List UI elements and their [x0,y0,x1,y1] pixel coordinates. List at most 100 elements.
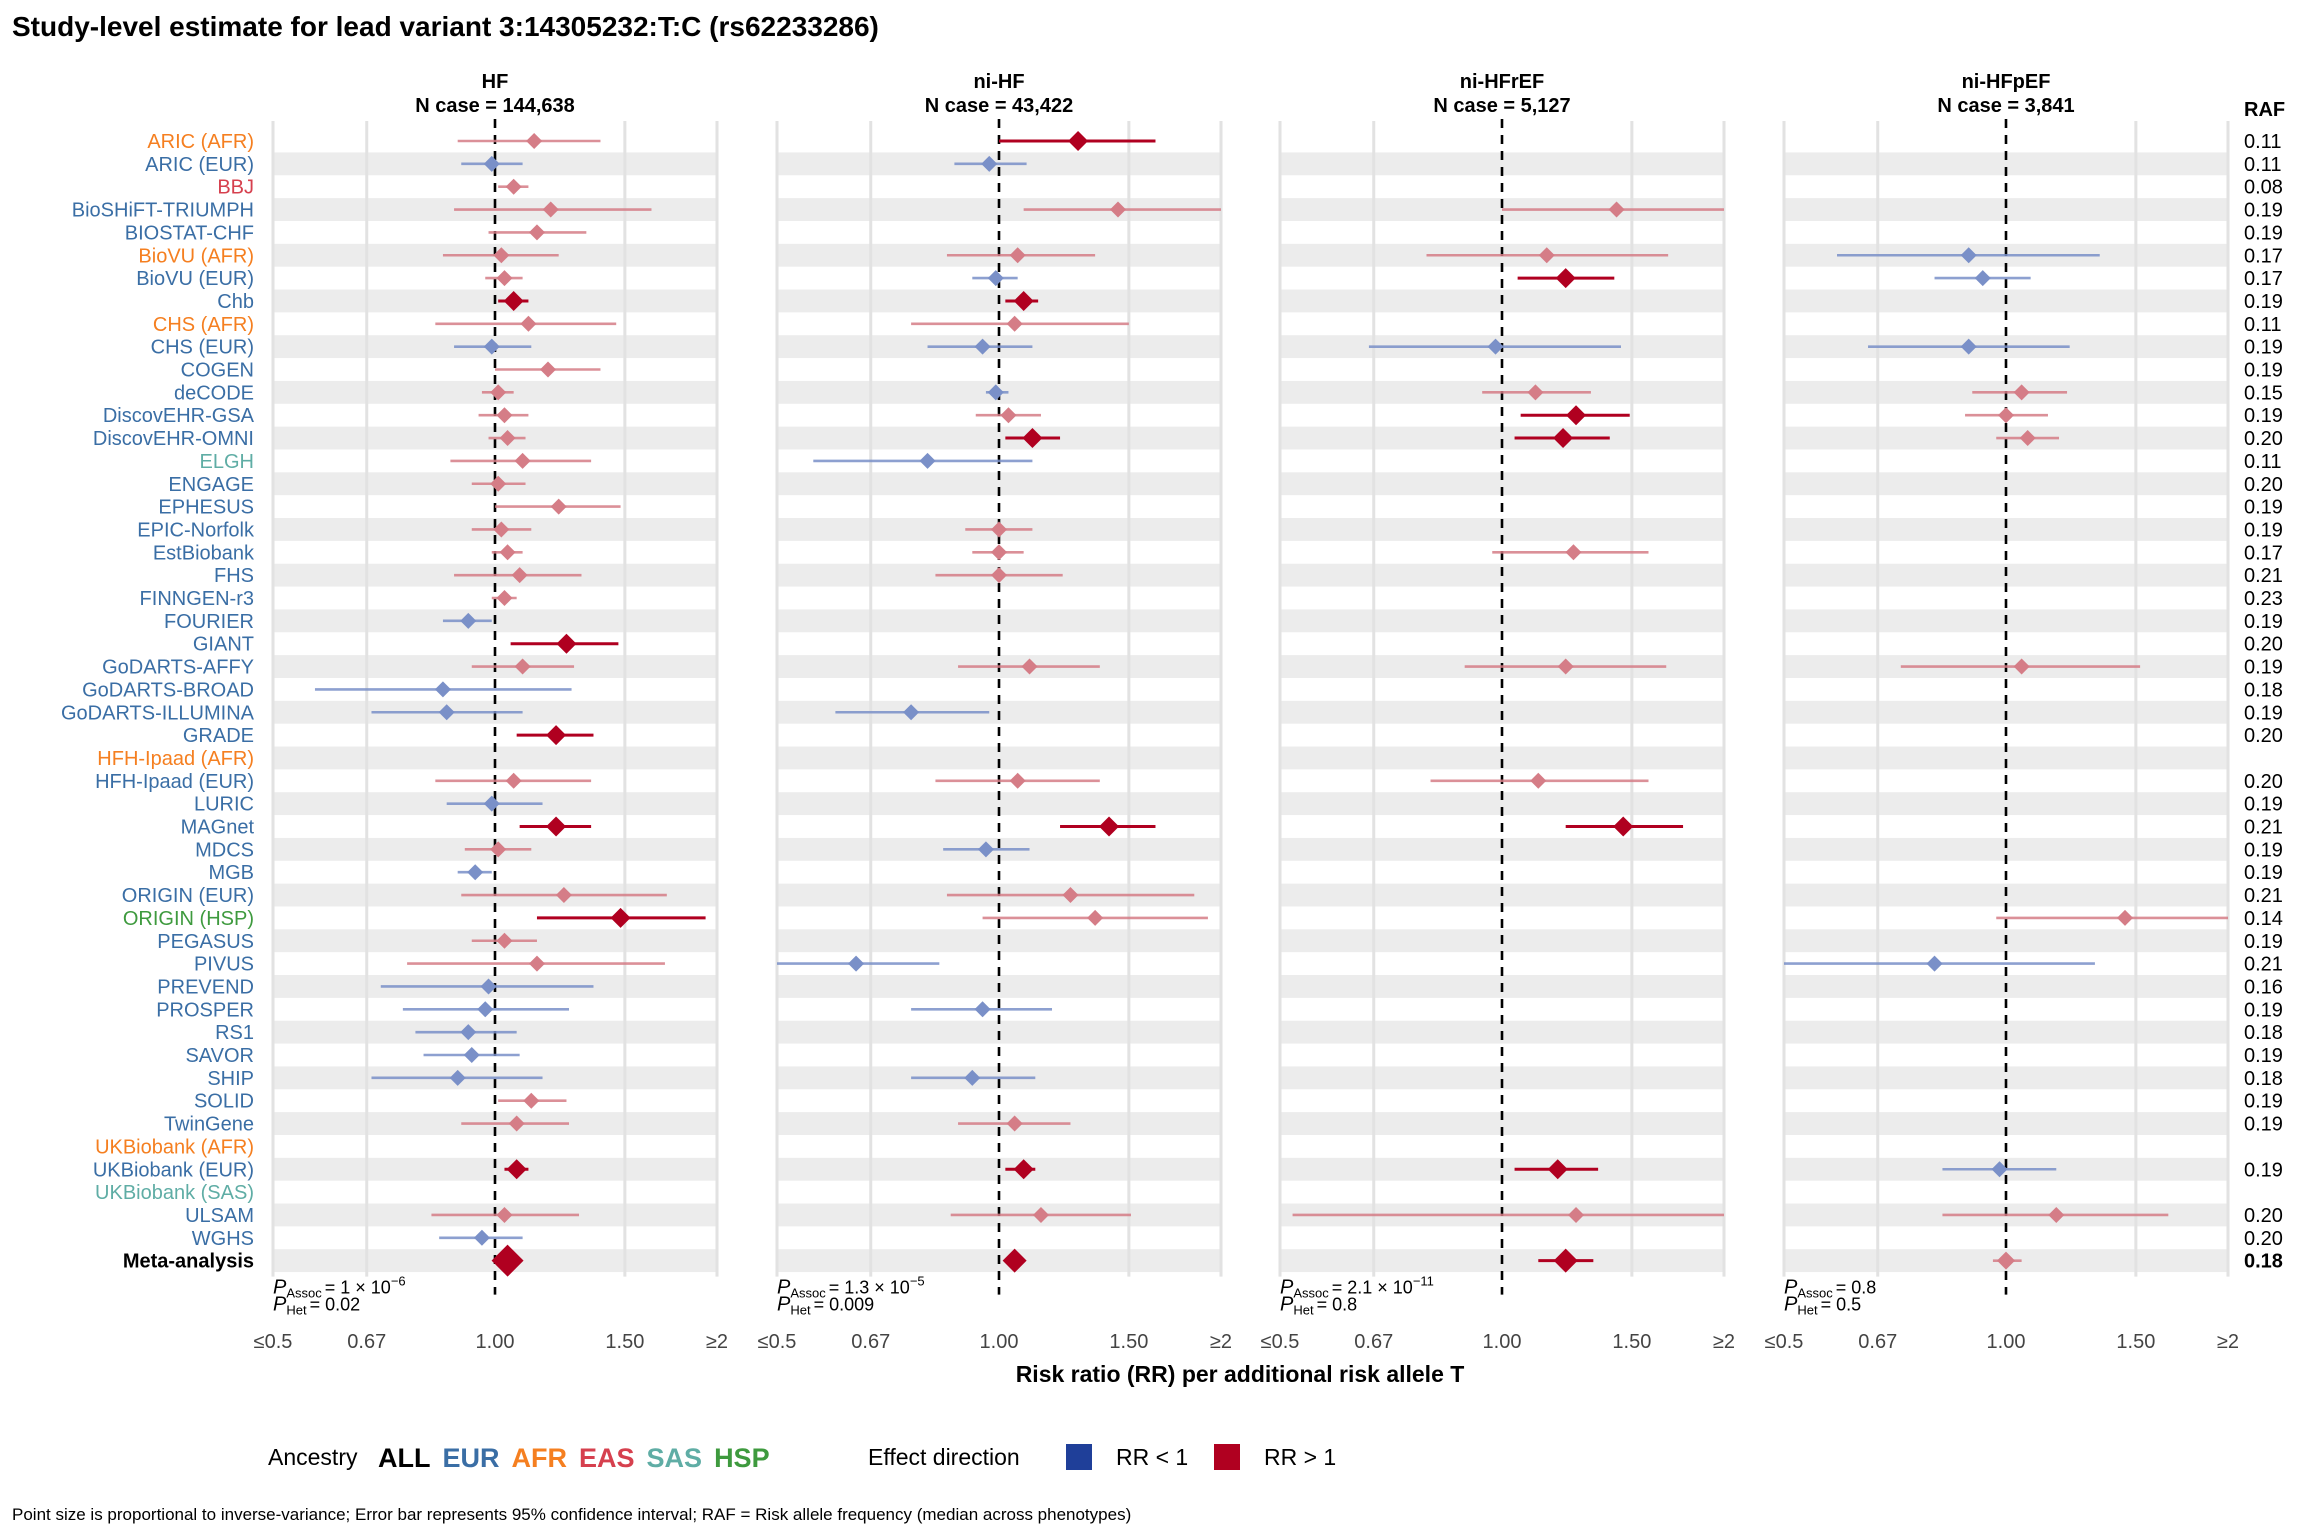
study-label: WGHS [192,1228,254,1250]
study-label: EstBiobank [153,542,255,564]
point-estimate [974,1001,991,1018]
raf-value: 0.18 [2244,679,2283,701]
raf-value: 0.19 [2244,360,2283,382]
legend-ancestry-sas: SAS [647,1443,703,1473]
row-band [777,746,1221,770]
point-estimate [977,841,994,858]
study-label: MGB [208,862,254,884]
panel-n-case: N case = 5,127 [1433,95,1570,117]
raf-value: 0.20 [2244,771,2283,793]
point-estimate [1613,816,1634,837]
raf-value: 0.19 [2244,405,2283,427]
study-label: BIOSTAT-CHF [125,222,254,244]
panel-title: ni-HFpEF [1962,71,2051,93]
point-estimate [493,521,510,538]
study-label: HFH-Ipaad (AFR) [97,748,254,770]
raf-value: 0.19 [2244,200,2283,222]
study-label: UKBiobank (SAS) [95,1182,254,1204]
legend-ancestry-label: Ancestry [268,1444,358,1470]
raf-value: 0.19 [2244,1114,2283,1136]
x-tick-label: ≤0.5 [758,1331,797,1353]
point-estimate [991,544,1007,561]
raf-value: 0.18 [2244,1251,2283,1273]
raf-value: 0.21 [2244,954,2283,976]
panel-n-case: N case = 43,422 [925,95,1073,117]
point-estimate [1566,405,1587,426]
point-estimate [473,1229,490,1246]
point-estimate [2019,430,2036,447]
raf-value: 0.17 [2244,268,2283,290]
x-tick-label: 0.67 [1858,1331,1897,1353]
row-band [777,426,1221,450]
point-estimate [1547,1159,1568,1180]
raf-value: 0.19 [2244,702,2283,724]
raf-value: 0.19 [2244,222,2283,244]
study-label: ELGH [200,451,254,473]
raf-value: 0.18 [2244,1068,2283,1090]
raf-value: 0.11 [2244,131,2281,153]
point-estimate [526,133,543,149]
p-assoc: PAssoc = 1 × 10−6 [273,1274,406,1301]
study-label: ARIC (EUR) [145,154,254,176]
point-estimate [505,772,522,789]
point-estimate [483,155,500,172]
point-estimate [1530,772,1547,789]
point-estimate [528,224,545,241]
point-estimate [514,658,531,675]
study-label: ORIGIN (EUR) [122,885,254,907]
point-estimate [2117,909,2134,926]
raf-value: 0.23 [2244,588,2283,610]
study-label: ORIGIN (HSP) [123,908,254,930]
point-estimate [1110,201,1127,218]
footnote: Point size is proportional to inverse-va… [12,1505,1131,1524]
raf-value: 0.11 [2244,451,2281,473]
study-label: PREVEND [157,976,254,998]
x-tick-label: ≥2 [1713,1331,1735,1353]
study-label: COGEN [181,360,254,382]
row-band [1784,472,2228,496]
raf-value: 0.20 [2244,428,2283,450]
raf-value: 0.19 [2244,519,2283,541]
point-estimate [550,498,567,515]
point-estimate [1099,816,1120,837]
x-tick-label: 1.00 [980,1331,1019,1353]
x-tick-label: 0.67 [1354,1331,1393,1353]
x-tick-label: ≤0.5 [1765,1331,1804,1353]
row-bands [273,152,2228,1273]
raf-value: 0.19 [2244,794,2283,816]
study-label: PEGASUS [157,931,254,953]
point-estimate [1002,1248,1027,1273]
legend-rr-below-label: RR < 1 [1116,1444,1188,1470]
raf-value: 0.16 [2244,976,2283,998]
panel-title: ni-HFrEF [1460,71,1544,93]
legend: Ancestry ALL EUR AFR EAS SAS HSP Effect direc… [268,1443,1336,1473]
point-estimate [1006,1115,1023,1132]
x-tick-label: 0.67 [347,1331,386,1353]
raf-value: 0.18 [2244,1022,2283,1044]
row-band [1784,746,2228,770]
study-label: RS1 [215,1022,254,1044]
row-band [1280,518,1724,541]
point-estimate [1009,247,1026,264]
point-estimate [919,452,936,469]
study-label: TwinGene [164,1114,254,1136]
study-label: FINNGEN-r3 [140,588,254,610]
row-band [777,1157,1221,1181]
point-estimate [493,247,510,264]
point-estimate [477,1001,494,1018]
row-band [1280,837,1724,861]
raf-value: 0.20 [2244,474,2283,496]
point-estimate [1006,315,1023,332]
point-estimate [556,633,577,654]
point-estimate [610,907,631,928]
point-estimate [1009,772,1026,789]
estimate-marks [314,119,2228,1295]
raf-value: 0.17 [2244,542,2283,564]
study-label: BioVU (EUR) [136,268,254,290]
point-estimate [1974,270,1991,287]
point-estimate [514,452,531,469]
x-tick-label: 1.50 [2116,1331,2155,1353]
point-estimate [555,887,572,904]
point-estimate [520,315,537,332]
point-estimate [981,155,998,172]
